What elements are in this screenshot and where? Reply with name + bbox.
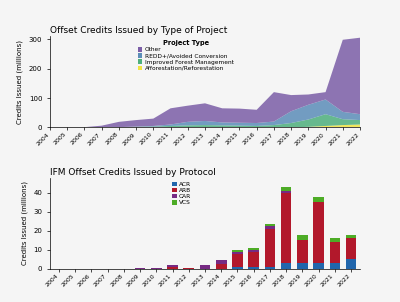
Bar (297, 263, 308, 269)
Bar (281, 187, 292, 191)
Bar (330, 238, 340, 242)
Text: Offset Credits Issued by Type of Project: Offset Credits Issued by Type of Project (50, 27, 227, 35)
Bar (346, 259, 356, 269)
Bar (297, 235, 308, 240)
Bar (330, 263, 340, 269)
Bar (151, 268, 162, 269)
Bar (281, 191, 292, 193)
Bar (232, 267, 243, 269)
Bar (313, 197, 324, 202)
Bar (281, 263, 292, 269)
Bar (265, 229, 275, 267)
Bar (232, 254, 243, 267)
Legend: Other, REDD+/Avoided Conversion, Improved Forest Management, Afforestation/Refor: Other, REDD+/Avoided Conversion, Improve… (137, 39, 235, 72)
Bar (297, 240, 308, 263)
Bar (135, 268, 145, 269)
Bar (265, 226, 275, 229)
Bar (313, 202, 324, 263)
Bar (265, 267, 275, 269)
Bar (232, 250, 243, 252)
Bar (184, 268, 194, 269)
Bar (167, 268, 178, 269)
Bar (200, 265, 210, 269)
Legend: ACR, ARB, CAR, VCS: ACR, ARB, CAR, VCS (171, 181, 192, 207)
Y-axis label: Credits Issued (millions): Credits Issued (millions) (17, 40, 23, 124)
Y-axis label: Credits Issued (millions): Credits Issued (millions) (21, 181, 28, 265)
Bar (248, 252, 259, 267)
Bar (248, 248, 259, 250)
Bar (232, 252, 243, 254)
Bar (216, 260, 226, 264)
Bar (346, 235, 356, 238)
Bar (248, 267, 259, 269)
Bar (216, 264, 226, 269)
Bar (313, 263, 324, 269)
Bar (281, 193, 292, 263)
Bar (248, 250, 259, 252)
Text: IFM Offset Credits Issued by Protocol: IFM Offset Credits Issued by Protocol (50, 168, 216, 177)
Bar (330, 242, 340, 263)
Bar (346, 238, 356, 259)
Bar (167, 265, 178, 268)
Bar (265, 224, 275, 226)
